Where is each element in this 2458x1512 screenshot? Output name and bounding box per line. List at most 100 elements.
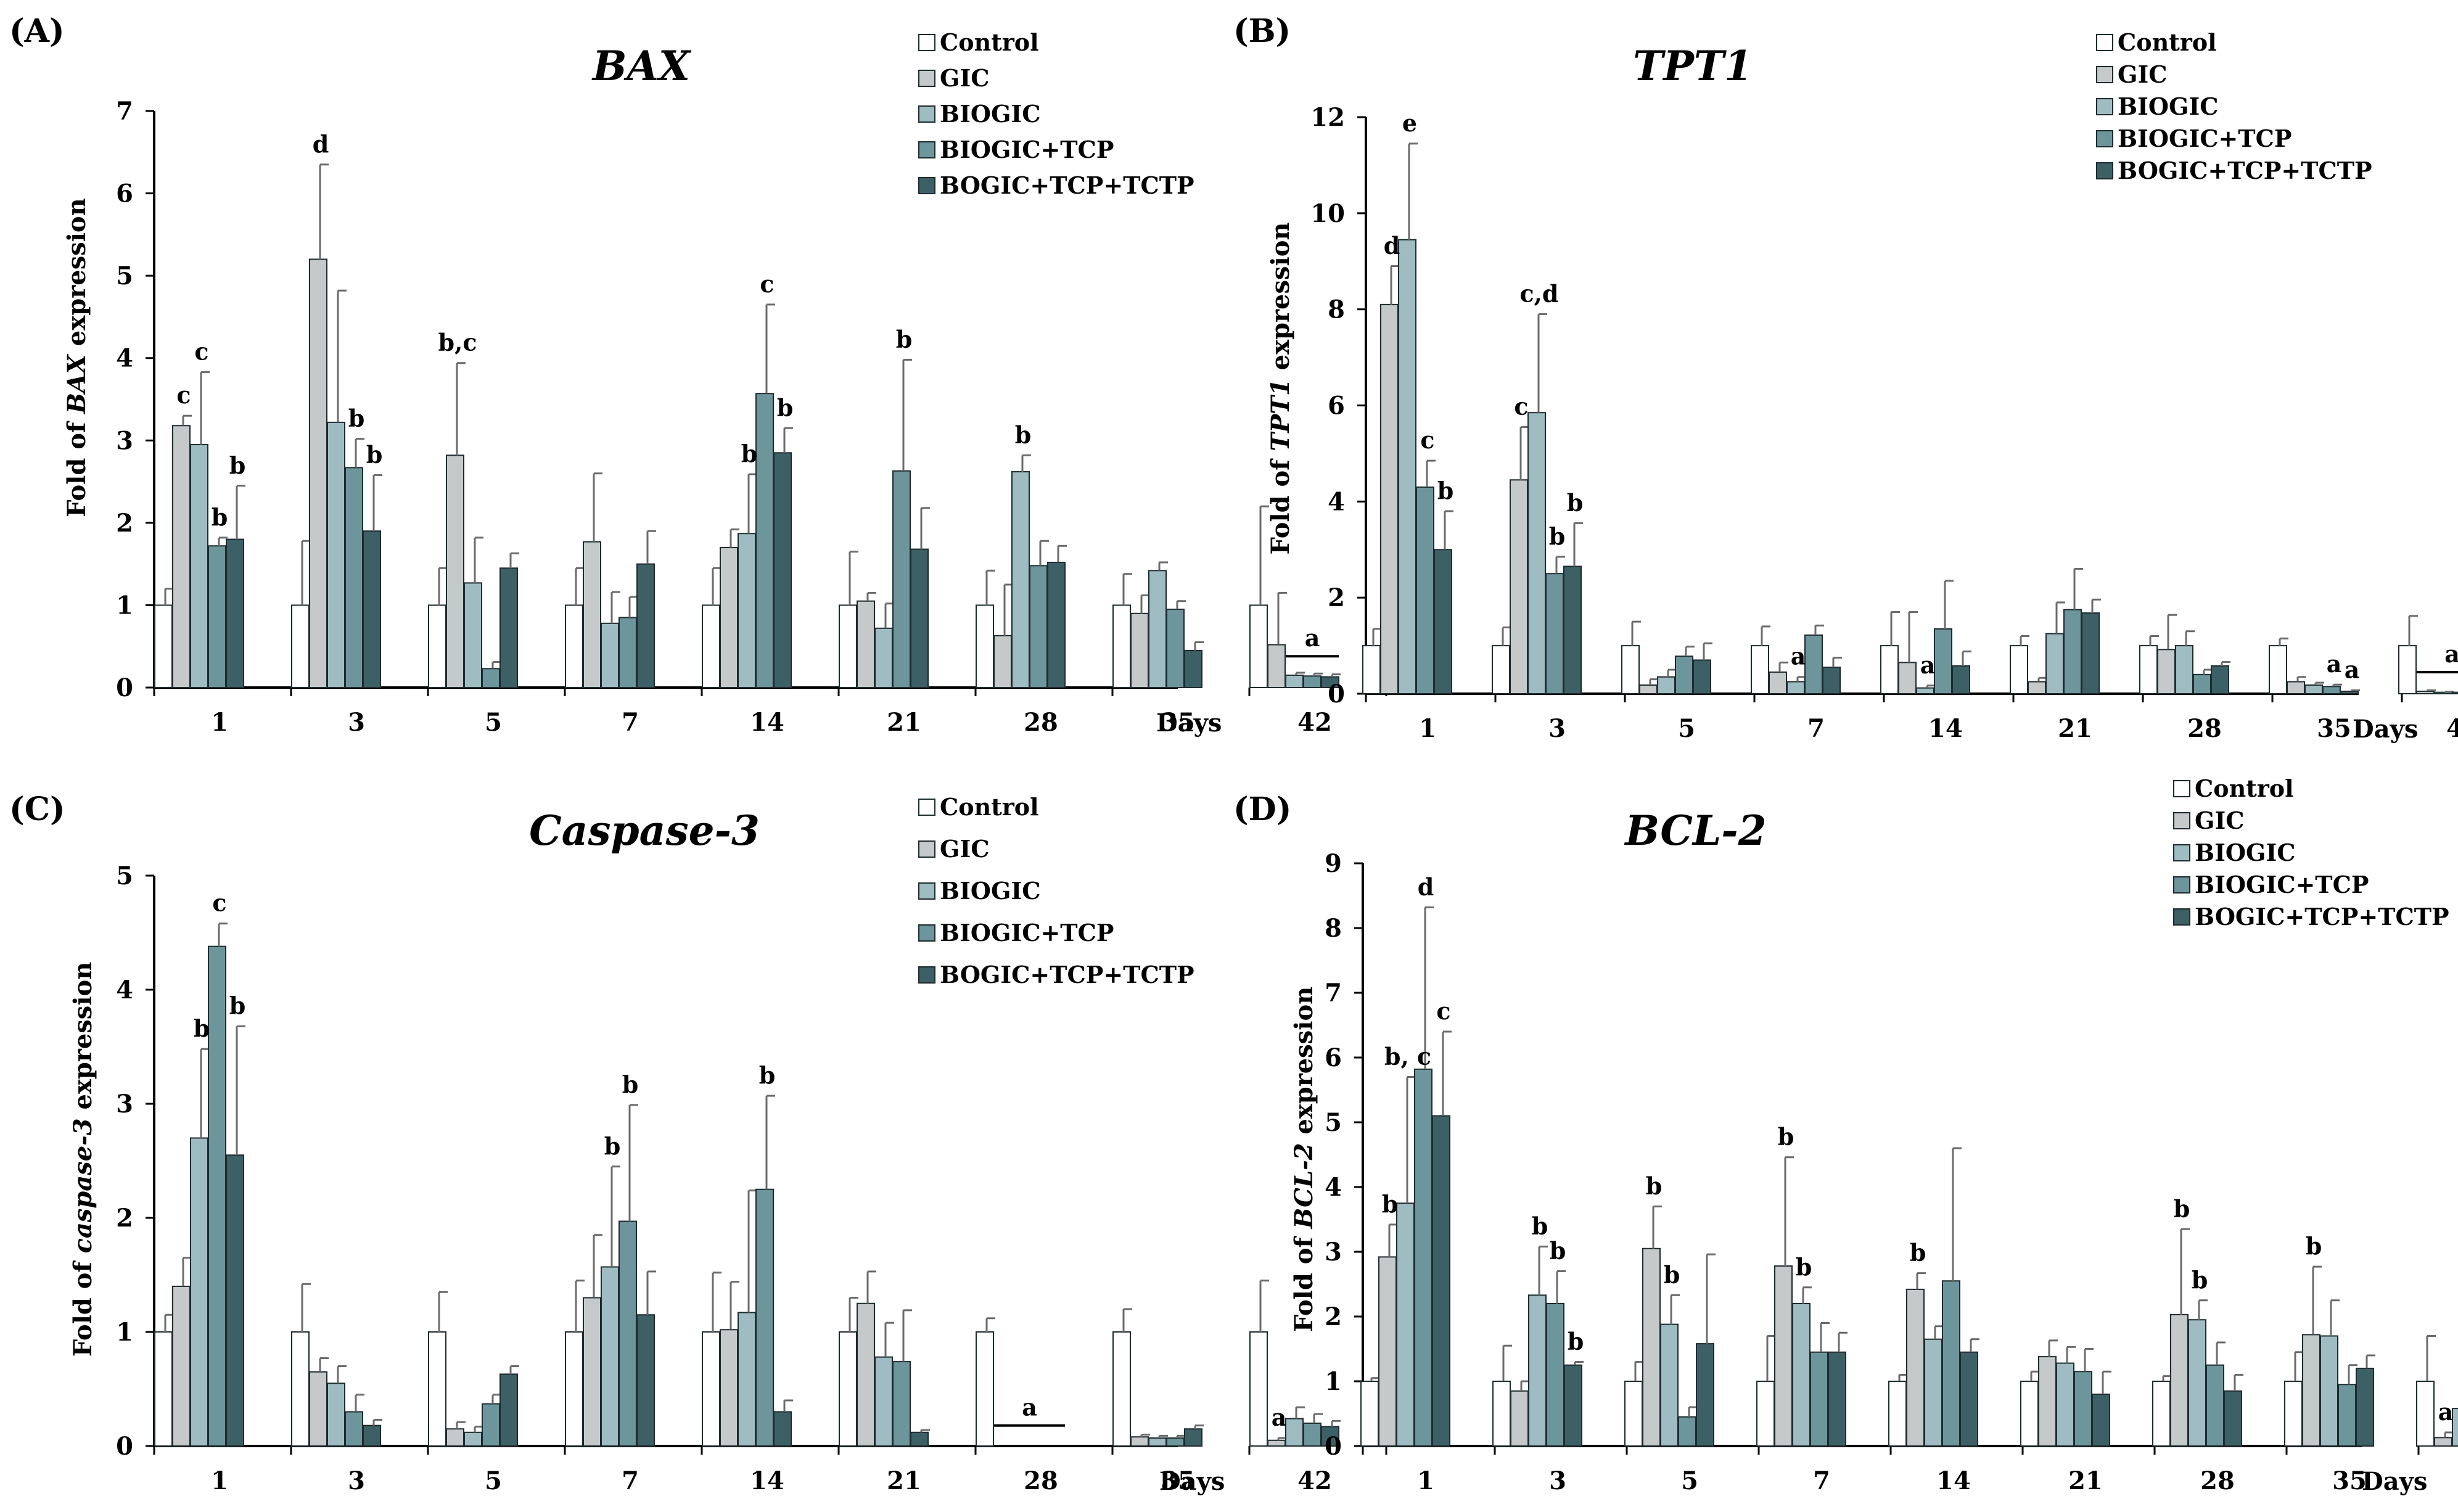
bar-3 — [892, 470, 911, 688]
bar-0 — [428, 1331, 446, 1447]
y-axis-label-part: expression — [1266, 223, 1295, 379]
x-tick-label: 35 — [2317, 714, 2351, 743]
bar-4 — [1960, 1351, 1978, 1447]
bar-3 — [2193, 673, 2211, 695]
bar-4 — [2081, 612, 2100, 694]
legend-label: BIOGIC+TCP — [940, 136, 1114, 163]
bar-4 — [636, 563, 655, 689]
x-tick-label: 3 — [348, 1466, 365, 1495]
chart-panel-3: (C) Caspase-3 0 1 2 3 4 5 Fold of caspase-3 expr… — [9, 791, 1387, 1496]
significance-letter: b — [1568, 1328, 1584, 1355]
legend-label: GIC — [2195, 807, 2244, 834]
y-tick-label: 1 — [116, 1318, 133, 1347]
bar-2 — [1148, 570, 1167, 688]
bar-2 — [738, 533, 756, 688]
y-tick-label: 6 — [1328, 392, 1345, 421]
bar-0 — [291, 1331, 310, 1447]
bar-1 — [720, 1329, 738, 1447]
x-tick-label: 42 — [1297, 1466, 1332, 1495]
bar-4 — [1321, 1426, 1339, 1447]
bar-2 — [2175, 645, 2193, 695]
y-tick-label: 8 — [1328, 295, 1345, 324]
bar-2 — [2045, 633, 2064, 694]
x-tick-label: 35 — [2332, 1466, 2367, 1495]
y-tick-label: 5 — [116, 861, 133, 890]
x-tick-label: 5 — [1678, 714, 1695, 743]
legend-swatch — [918, 177, 935, 194]
significance-letter: b — [777, 393, 794, 421]
bar-0 — [839, 604, 857, 689]
bar-2 — [327, 1383, 345, 1447]
significance-letter: d — [313, 130, 329, 158]
bar-3 — [755, 1188, 774, 1447]
y-axis-label-part: expression — [62, 198, 91, 355]
bar-1 — [1642, 1247, 1661, 1447]
x-axis-label: Days — [2362, 1467, 2427, 1496]
x-tick-label: 3 — [348, 708, 365, 737]
x-tick-label: 28 — [1024, 1466, 1058, 1495]
significance-letter: b — [1664, 1260, 1680, 1288]
legend-label: BOGIC+TCP+TCTP — [2195, 903, 2449, 931]
legend-label: BIOGIC+TCP — [2195, 871, 2369, 898]
panel-label: (A) — [9, 12, 65, 50]
significance-letter: a — [1305, 624, 1320, 652]
significance-letter: b — [212, 503, 228, 531]
bar-0 — [2269, 645, 2287, 695]
bar-0 — [1751, 645, 1769, 695]
bar-3 — [619, 1220, 637, 1447]
bar-2 — [1916, 687, 1934, 695]
bar-3 — [1804, 634, 1823, 694]
y-tick-label: 7 — [1325, 979, 1342, 1008]
bar-1 — [857, 600, 875, 688]
significance-letter: b — [229, 451, 246, 479]
panel-label: (C) — [9, 791, 65, 828]
significance-letter: a — [2438, 1398, 2454, 1426]
legend-label: BIOGIC — [2118, 92, 2218, 120]
bar-1 — [1774, 1265, 1793, 1447]
bar-3 — [482, 1403, 500, 1447]
bar-3 — [208, 945, 226, 1447]
bar-1 — [1769, 671, 1787, 694]
x-tick-label: 7 — [622, 708, 639, 737]
bar-3 — [2063, 609, 2082, 694]
y-tick-label: 3 — [116, 1090, 133, 1119]
bar-2 — [601, 622, 619, 688]
bar-0 — [1492, 1381, 1511, 1447]
bar-2 — [464, 582, 482, 688]
legend-swatch — [2173, 812, 2190, 829]
y-tick-label: 9 — [1325, 849, 1342, 878]
significance-letter: d — [1418, 873, 1434, 900]
bar-4 — [1952, 665, 1970, 695]
legend-swatch — [918, 924, 935, 942]
bar-0 — [154, 1331, 173, 1447]
bar-0 — [1888, 1381, 1907, 1447]
bar-2 — [874, 627, 893, 688]
bar-2 — [738, 1312, 756, 1447]
bar-2 — [2056, 1362, 2074, 1447]
chart-title: BAX — [591, 42, 692, 90]
bar-3 — [1303, 675, 1321, 689]
y-axis-label: Fold of caspase-3 expression — [68, 962, 97, 1357]
y-axis-label-part: Fold of — [68, 1254, 97, 1357]
y-axis-label-part: caspase-3 — [68, 1118, 97, 1253]
y-tick-label: 4 — [116, 344, 133, 373]
x-tick-label: 5 — [485, 708, 502, 737]
bar-4 — [2356, 1368, 2374, 1447]
x-tick-label: 3 — [1549, 1466, 1566, 1495]
x-tick-label: 1 — [1419, 714, 1436, 743]
bar-1 — [309, 1371, 327, 1447]
bar-2 — [1924, 1338, 1942, 1447]
y-axis-label: Fold of BAX expression — [62, 198, 91, 517]
significance-letter: a — [2444, 640, 2458, 668]
bar-2 — [874, 1356, 893, 1447]
x-tick-label: 14 — [1928, 714, 1963, 743]
x-tick-label: 21 — [887, 708, 921, 737]
bar-4 — [226, 538, 244, 688]
legend-label: BIOGIC — [940, 877, 1040, 905]
significance-letter: b — [896, 325, 913, 353]
bar-4 — [363, 530, 381, 689]
x-tick-label: 7 — [1807, 714, 1825, 743]
y-tick-label: 2 — [116, 509, 133, 538]
bar-4 — [1434, 549, 1452, 694]
